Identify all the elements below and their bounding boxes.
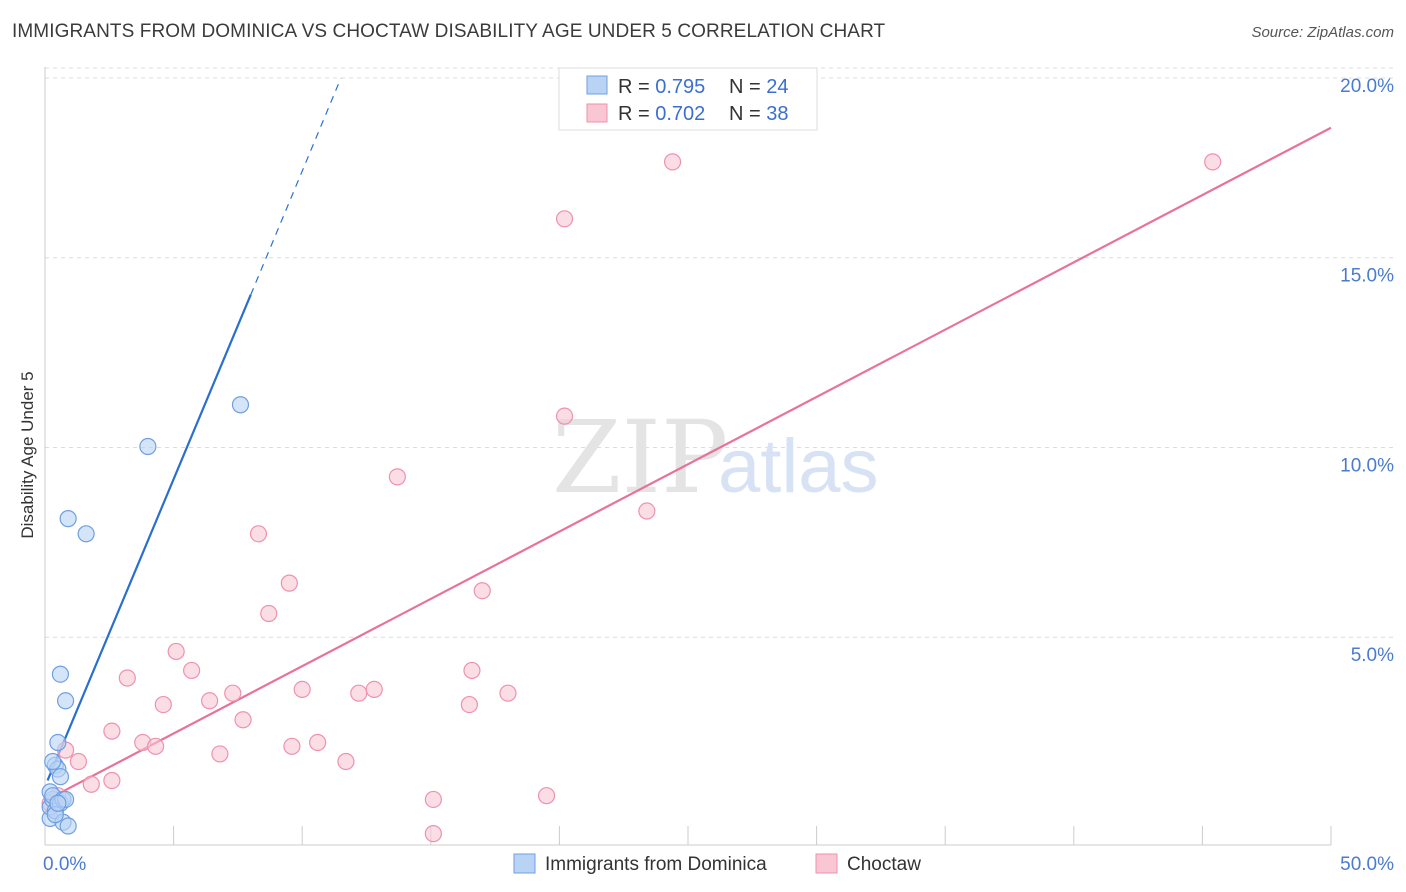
point-pink-19 <box>260 604 278 623</box>
y-tick-label-0: 5.0% <box>1351 645 1394 666</box>
bottom-legend: Immigrants from Dominica Choctaw <box>513 853 921 875</box>
point-pink-24 <box>337 752 355 771</box>
legend-row-2: R = 0.702 N = 38 <box>618 103 789 125</box>
point-pink-6 <box>103 722 121 740</box>
legend-n-label-1: N = <box>729 76 766 98</box>
bottom-legend-label-dominica: Immigrants from Dominica <box>545 854 767 875</box>
y-tick-label-1: 10.0% <box>1340 455 1394 476</box>
y-tick-label-3: 20.0% <box>1340 76 1394 97</box>
point-pink-12 <box>167 642 185 661</box>
point-pink-27 <box>388 468 406 486</box>
bottom-legend-swatch-blue <box>513 853 536 874</box>
bottom-legend-label-choctaw: Choctaw <box>847 854 921 875</box>
trend-line-blue <box>46 294 252 781</box>
point-pink-30 <box>460 695 478 714</box>
point-pink-13 <box>183 661 201 680</box>
legend-r-label-2: R = <box>618 103 655 125</box>
bottom-legend-swatch-pink <box>815 853 838 874</box>
point-pink-22 <box>293 680 311 699</box>
points-layer <box>41 153 1222 843</box>
point-pink-20 <box>280 574 298 592</box>
legend-swatch-blue <box>586 75 608 95</box>
point-blue-19 <box>77 525 95 543</box>
point-blue-23 <box>49 794 67 812</box>
x-tick-labels: 0.0% 50.0% <box>43 854 1394 875</box>
chart-title: IMMIGRANTS FROM DOMINICA VS CHOCTAW DISA… <box>12 21 886 42</box>
legend-n-label-2: N = <box>729 103 766 125</box>
point-pink-8 <box>118 669 136 687</box>
x-tick-label-0: 0.0% <box>43 854 86 875</box>
point-pink-35 <box>555 407 574 425</box>
legend-n-value-2: 38 <box>766 103 788 125</box>
point-blue-16 <box>51 665 70 683</box>
point-pink-36 <box>555 210 574 228</box>
point-pink-4 <box>69 752 88 771</box>
point-blue-17 <box>56 692 75 710</box>
point-pink-39 <box>1204 153 1222 171</box>
point-pink-29 <box>424 790 442 809</box>
point-pink-15 <box>211 745 229 763</box>
point-pink-33 <box>499 684 517 702</box>
point-pink-25 <box>350 684 368 702</box>
axis-layer <box>44 67 1332 846</box>
legend-row-1: R = 0.795 N = 24 <box>618 76 789 98</box>
trend-line-pink <box>47 126 1332 801</box>
legend-r-label-1: R = <box>618 76 655 98</box>
point-pink-34 <box>537 787 556 805</box>
point-blue-18 <box>59 510 77 528</box>
trend-layer <box>46 78 1332 801</box>
trend-line-extension-blue <box>250 78 342 295</box>
legend-r-value-1: 0.795 <box>655 76 705 98</box>
point-pink-32 <box>473 582 491 600</box>
point-blue-20 <box>139 437 157 456</box>
point-blue-9 <box>49 733 67 752</box>
x-tick-label-1: 50.0% <box>1340 854 1394 875</box>
point-blue-10 <box>51 768 70 786</box>
point-blue-21 <box>231 396 250 414</box>
legend-r-value-2: 0.702 <box>655 103 705 125</box>
point-pink-16 <box>224 684 242 702</box>
source-label: Source: ZipAtlas.com <box>1251 24 1394 41</box>
point-pink-5 <box>82 775 100 793</box>
grid-layer <box>45 67 1394 638</box>
point-pink-26 <box>365 680 383 699</box>
point-blue-8 <box>44 752 62 771</box>
y-tick-label-2: 15.0% <box>1340 266 1394 287</box>
point-pink-38 <box>663 153 682 171</box>
legend-swatch-pink <box>586 103 608 123</box>
watermark-atlas: atlas <box>718 424 879 509</box>
point-pink-7 <box>103 771 121 790</box>
point-pink-31 <box>463 661 481 680</box>
point-pink-28 <box>424 825 442 843</box>
watermark: ZIP atlas <box>552 399 879 516</box>
point-blue-15 <box>59 817 77 835</box>
point-pink-14 <box>201 692 219 710</box>
y-axis-label: Disability Age Under 5 <box>18 371 37 538</box>
point-pink-18 <box>249 525 268 543</box>
point-pink-10 <box>146 737 165 755</box>
point-pink-23 <box>309 733 327 752</box>
legend: R = 0.795 N = 24 R = 0.702 N = 38 <box>558 67 818 131</box>
point-pink-21 <box>283 737 301 755</box>
point-pink-17 <box>234 711 252 729</box>
legend-n-value-1: 24 <box>766 76 788 98</box>
point-pink-37 <box>638 502 656 520</box>
point-pink-11 <box>154 695 172 714</box>
y-tick-labels: 5.0% 10.0% 15.0% 20.0% <box>1340 76 1394 666</box>
